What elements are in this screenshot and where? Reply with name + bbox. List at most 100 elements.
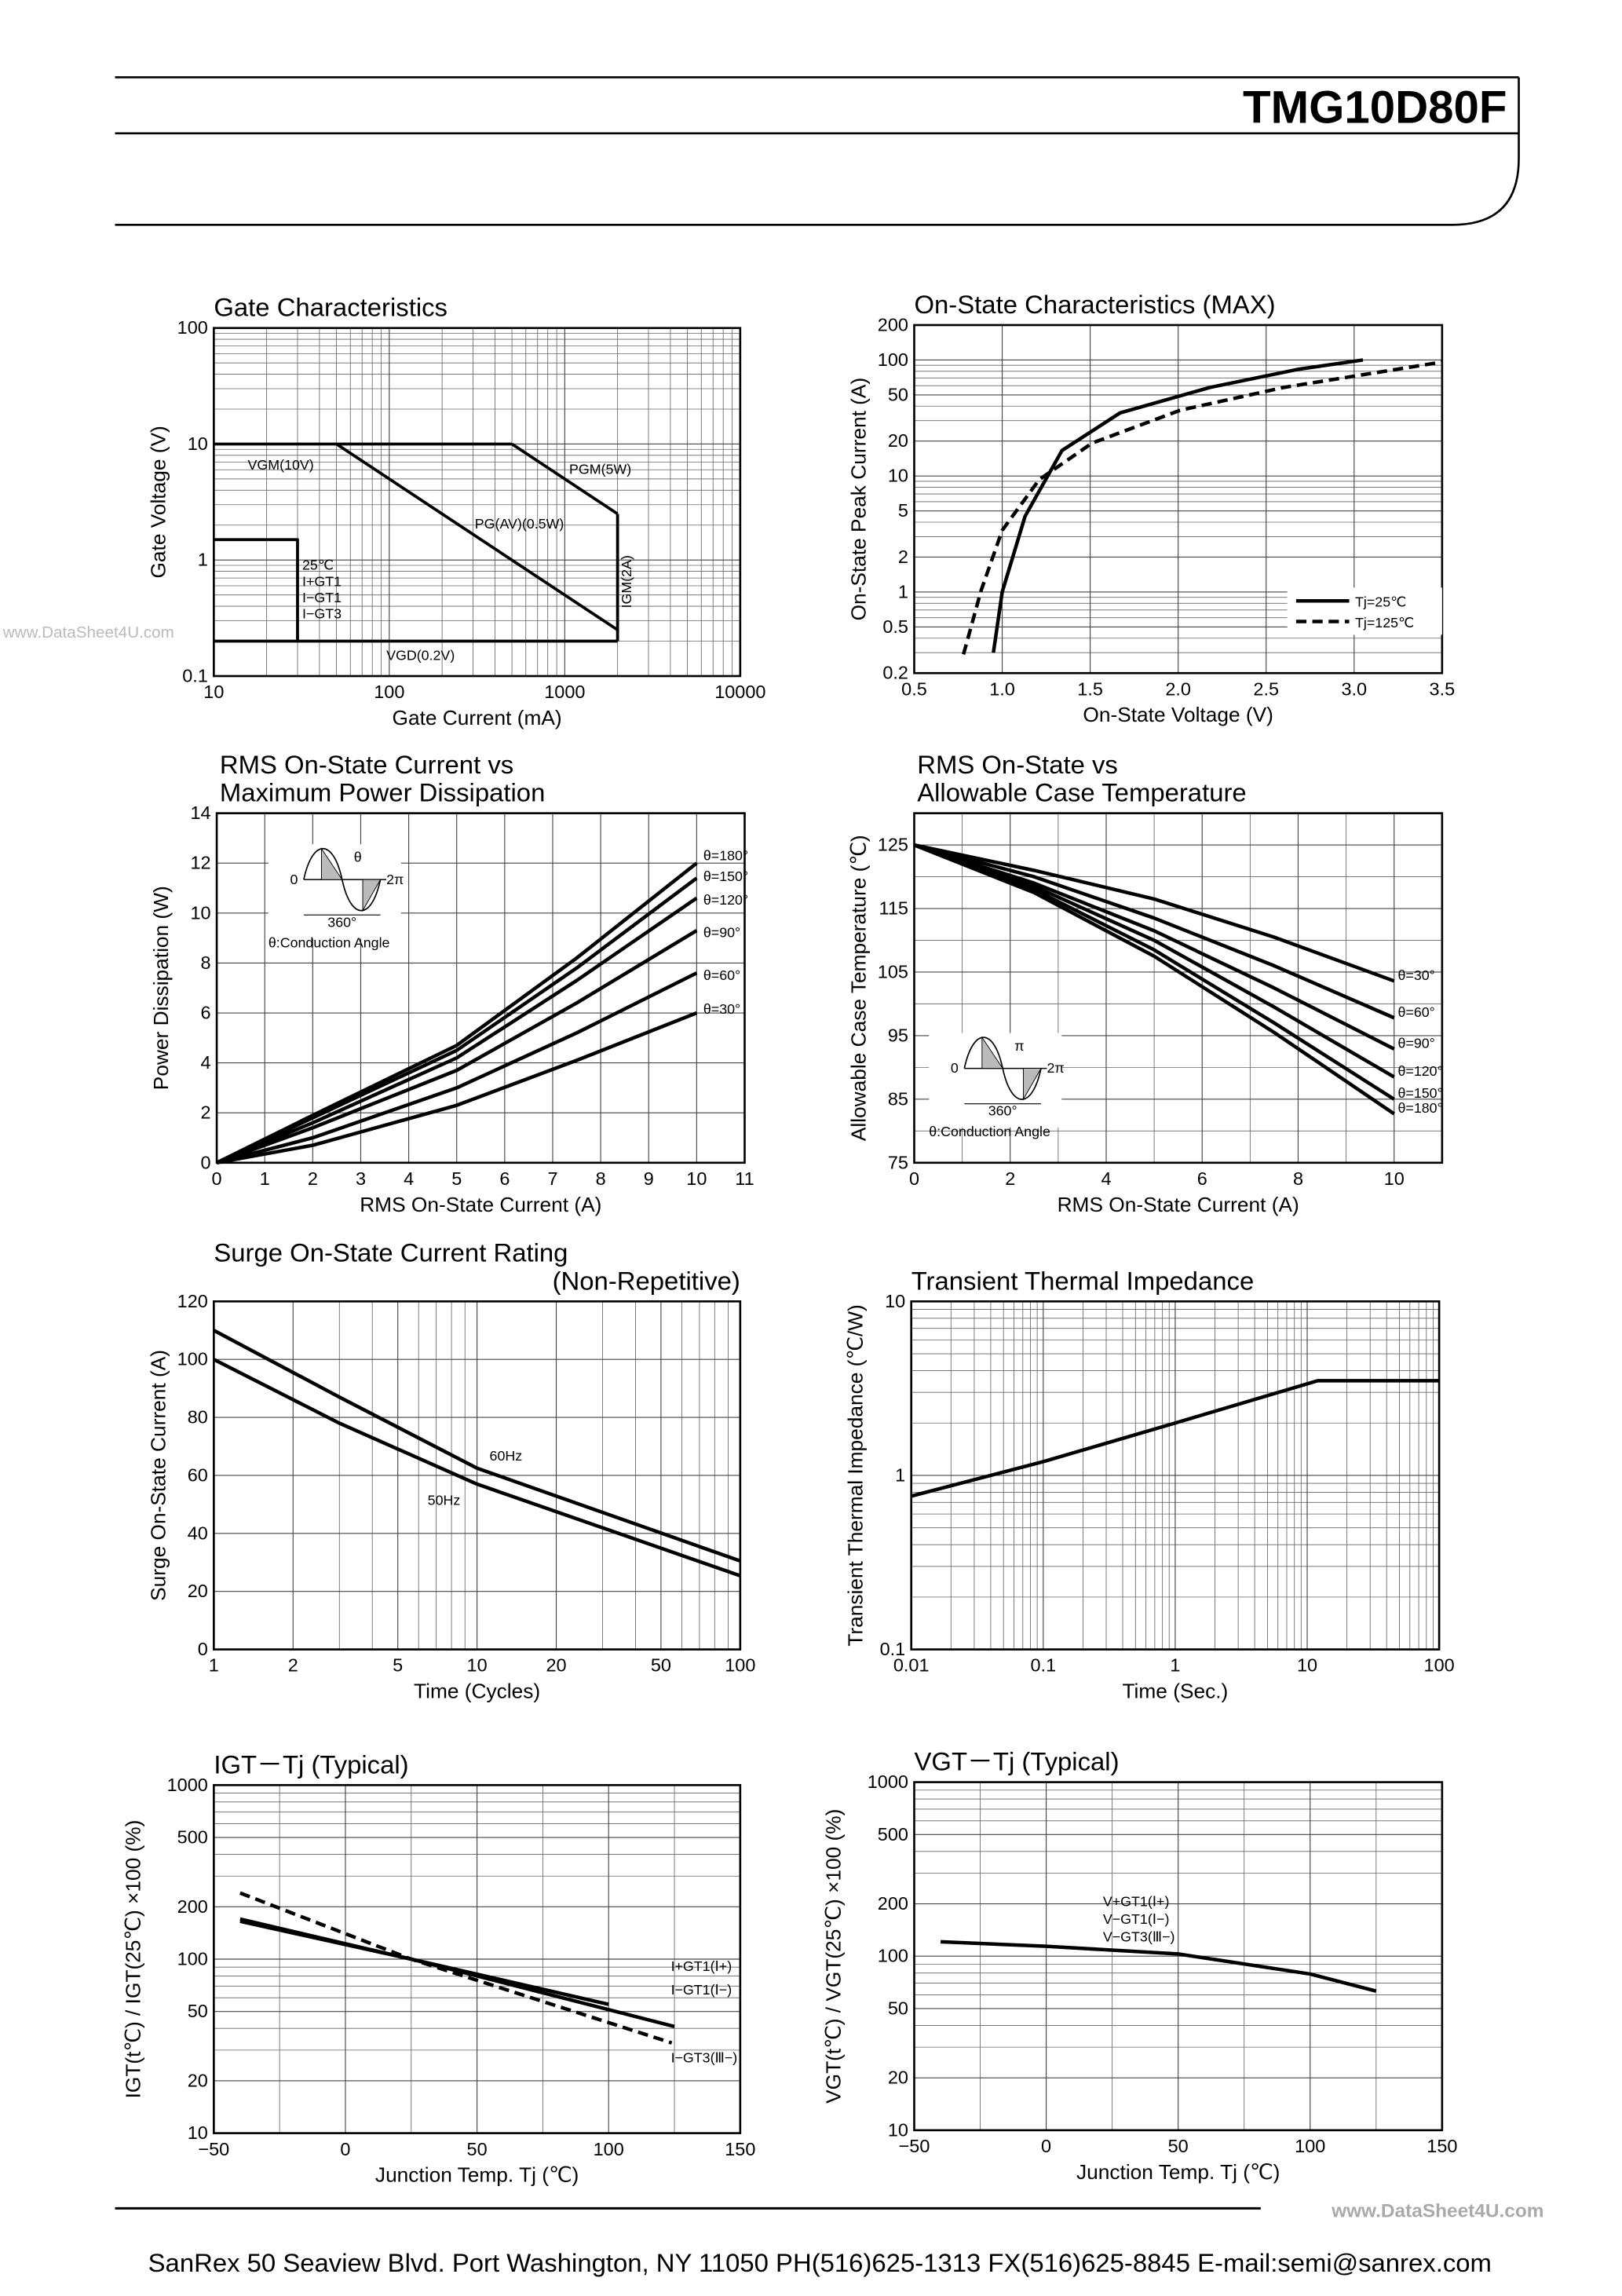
y-tick-label: 60 xyxy=(188,1464,208,1485)
chart-title: (Non-Repetitive) xyxy=(553,1266,740,1295)
x-tick-label: 7 xyxy=(547,1168,557,1189)
x-tick-label: 10000 xyxy=(714,682,765,702)
y-tick-label: 2 xyxy=(201,1102,211,1123)
series-label: θ=150° xyxy=(1398,1085,1443,1101)
chart-title: Gate Characteristics xyxy=(214,293,448,322)
chart-title: Transient Thermal Impedance xyxy=(911,1266,1255,1295)
x-tick-label: 0.5 xyxy=(901,678,927,699)
y-axis-label: Transient Thermal Impedance (℃/W) xyxy=(844,1304,868,1647)
x-tick-label: 3.0 xyxy=(1341,678,1367,699)
x-axis-label: Time (Sec.) xyxy=(1122,1680,1228,1703)
x-tick-label: 2 xyxy=(308,1168,318,1189)
inset-hatch xyxy=(320,847,382,912)
series-label: θ=30° xyxy=(1398,967,1435,983)
chart-title: RMS On-State vs xyxy=(917,750,1118,779)
y-axis-label: Gate Voltage (V) xyxy=(146,426,170,578)
series-label: 60Hz xyxy=(490,1448,523,1464)
chart-title: Allowable Case Temperature xyxy=(917,778,1247,807)
y-axis-label: VGT(t℃) / VGT(25℃) ×100 (%) xyxy=(822,1809,846,2104)
y-tick-label: 1 xyxy=(898,581,908,601)
series-label: I+GT1(Ⅰ+) xyxy=(671,1958,732,1974)
y-tick-label: 200 xyxy=(878,1893,908,1914)
x-tick-label: 0 xyxy=(212,1168,222,1189)
series-label: I−GT3(Ⅲ−) xyxy=(671,2049,738,2065)
series-label: θ=150° xyxy=(703,868,748,884)
data-line xyxy=(913,843,1395,1101)
data-line xyxy=(992,358,1364,653)
data-line xyxy=(213,1329,741,1563)
x-tick-label: 4 xyxy=(1101,1168,1111,1189)
inset-caption: θ:Conduction Angle xyxy=(929,1124,1050,1139)
x-tick-label: 1.5 xyxy=(1077,678,1103,699)
x-tick-label: 50 xyxy=(651,1655,671,1676)
y-tick-label: 0 xyxy=(198,1639,208,1659)
y-tick-label: 10 xyxy=(888,466,908,486)
y-tick-label: 14 xyxy=(190,803,210,823)
plot-frame xyxy=(215,812,746,1164)
x-tick-label: 1000 xyxy=(544,682,585,702)
y-tick-label: 500 xyxy=(878,1824,908,1844)
y-tick-label: 105 xyxy=(878,961,908,982)
y-tick-label: 10 xyxy=(888,2119,908,2140)
data-line xyxy=(913,843,1395,1079)
x-axis-label: Junction Temp. Tj (℃) xyxy=(1076,2160,1280,2184)
x-tick-label: 8 xyxy=(596,1168,606,1189)
chart-title: VGT－Tj (Typical) xyxy=(914,1747,1119,1776)
x-tick-label: 10 xyxy=(467,1655,488,1676)
plot-frame xyxy=(913,324,1444,675)
x-tick-label: 100 xyxy=(1424,1655,1455,1676)
data-line xyxy=(511,442,619,516)
y-tick-label: 95 xyxy=(888,1025,908,1045)
y-tick-label: 6 xyxy=(201,1003,211,1023)
inset-label: π xyxy=(1014,1038,1024,1054)
legend-box xyxy=(1287,587,1442,635)
x-tick-label: 6 xyxy=(1197,1168,1207,1189)
y-tick-label: 4 xyxy=(201,1052,211,1073)
x-tick-label: 50 xyxy=(467,2139,488,2159)
curve-label: V−GT1(Ⅰ−) xyxy=(1103,1911,1170,1927)
curve-label: V−GT3(Ⅲ−) xyxy=(1103,1929,1175,1944)
series-label: IGM(2A) xyxy=(619,555,634,608)
y-tick-label: 1 xyxy=(198,550,208,570)
series-label: θ=60° xyxy=(703,967,740,983)
y-tick-label: 125 xyxy=(878,835,908,855)
y-axis-label: Allowable Case Temperature (℃) xyxy=(846,835,870,1141)
series-label: VGM(10V) xyxy=(248,457,314,473)
y-axis-label: Power Dissipation (W) xyxy=(149,886,173,1090)
series-label: 25℃ I+GT1 I−GT1 I−GT3 xyxy=(302,558,342,622)
x-tick-label: −50 xyxy=(198,2139,229,2159)
y-tick-label: 100 xyxy=(878,349,908,370)
data-line xyxy=(239,1891,673,2045)
x-tick-label: 8 xyxy=(1293,1168,1303,1189)
series-label: θ=180° xyxy=(1398,1100,1443,1116)
y-tick-label: 80 xyxy=(188,1407,208,1428)
series-label: θ=60° xyxy=(1398,1004,1435,1020)
x-tick-label: 1.0 xyxy=(989,678,1015,699)
series-label: PGM(5W) xyxy=(569,462,631,477)
x-axis-label: RMS On-State Current (A) xyxy=(360,1193,601,1216)
footer-address: SanRex 50 Seaview Blvd. Port Washington,… xyxy=(148,2248,1492,2277)
plot-frame xyxy=(913,1781,1444,2132)
inset-label: 2π xyxy=(386,872,404,887)
y-tick-label: 40 xyxy=(188,1523,208,1543)
plot-frame xyxy=(213,1784,742,2134)
x-tick-label: 0.01 xyxy=(893,1655,930,1676)
x-tick-label: 1 xyxy=(1170,1655,1180,1676)
y-tick-label: 20 xyxy=(888,430,908,451)
x-axis-label: Gate Current (mA) xyxy=(393,706,562,729)
data-line xyxy=(911,1379,1440,1498)
y-tick-label: 500 xyxy=(177,1827,208,1848)
x-tick-label: 1 xyxy=(260,1168,270,1189)
x-axis-label: On-State Voltage (V) xyxy=(1083,703,1273,726)
series-label: VGD(0.2V) xyxy=(386,647,455,663)
header-frame xyxy=(115,77,1520,226)
y-tick-label: 100 xyxy=(177,317,208,338)
data-line xyxy=(913,843,1395,1116)
x-tick-label: 0 xyxy=(909,1168,919,1189)
data-line xyxy=(216,876,698,1164)
x-tick-label: 2.5 xyxy=(1253,678,1279,699)
x-tick-label: 0 xyxy=(1041,2136,1051,2156)
y-tick-label: 50 xyxy=(188,2001,208,2021)
series-label: θ=30° xyxy=(703,1001,740,1017)
watermark: www.DataSheet4U.com xyxy=(1331,2201,1543,2222)
